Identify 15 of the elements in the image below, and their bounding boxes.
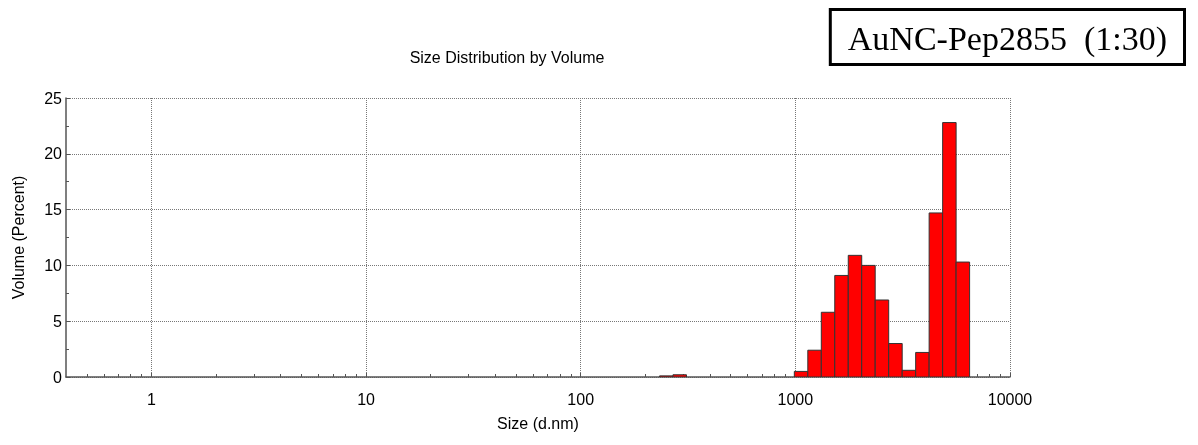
chart-title: Size Distribution by Volume [409, 48, 605, 66]
x-tick-label: 10000 [987, 390, 1033, 408]
x-axis-title: Size (d.nm) [497, 414, 579, 432]
x-tick-label: 100 [567, 390, 595, 408]
y-tick-label: 5 [53, 312, 63, 330]
x-tick-label: 1 [146, 390, 156, 408]
y-tick-label: 25 [44, 89, 63, 107]
text: AuNC-Pep2855 (1:30) [847, 19, 1167, 58]
y-tick-label: 15 [44, 201, 63, 219]
y-tick-label: 10 [44, 256, 63, 274]
y-axis-title: Volume (Percent) [9, 175, 27, 300]
y-tick-label: 0 [53, 368, 63, 386]
y-tick-label: 20 [44, 145, 63, 163]
x-tick-label: 10 [357, 390, 376, 408]
x-tick-label: 1000 [777, 390, 814, 408]
